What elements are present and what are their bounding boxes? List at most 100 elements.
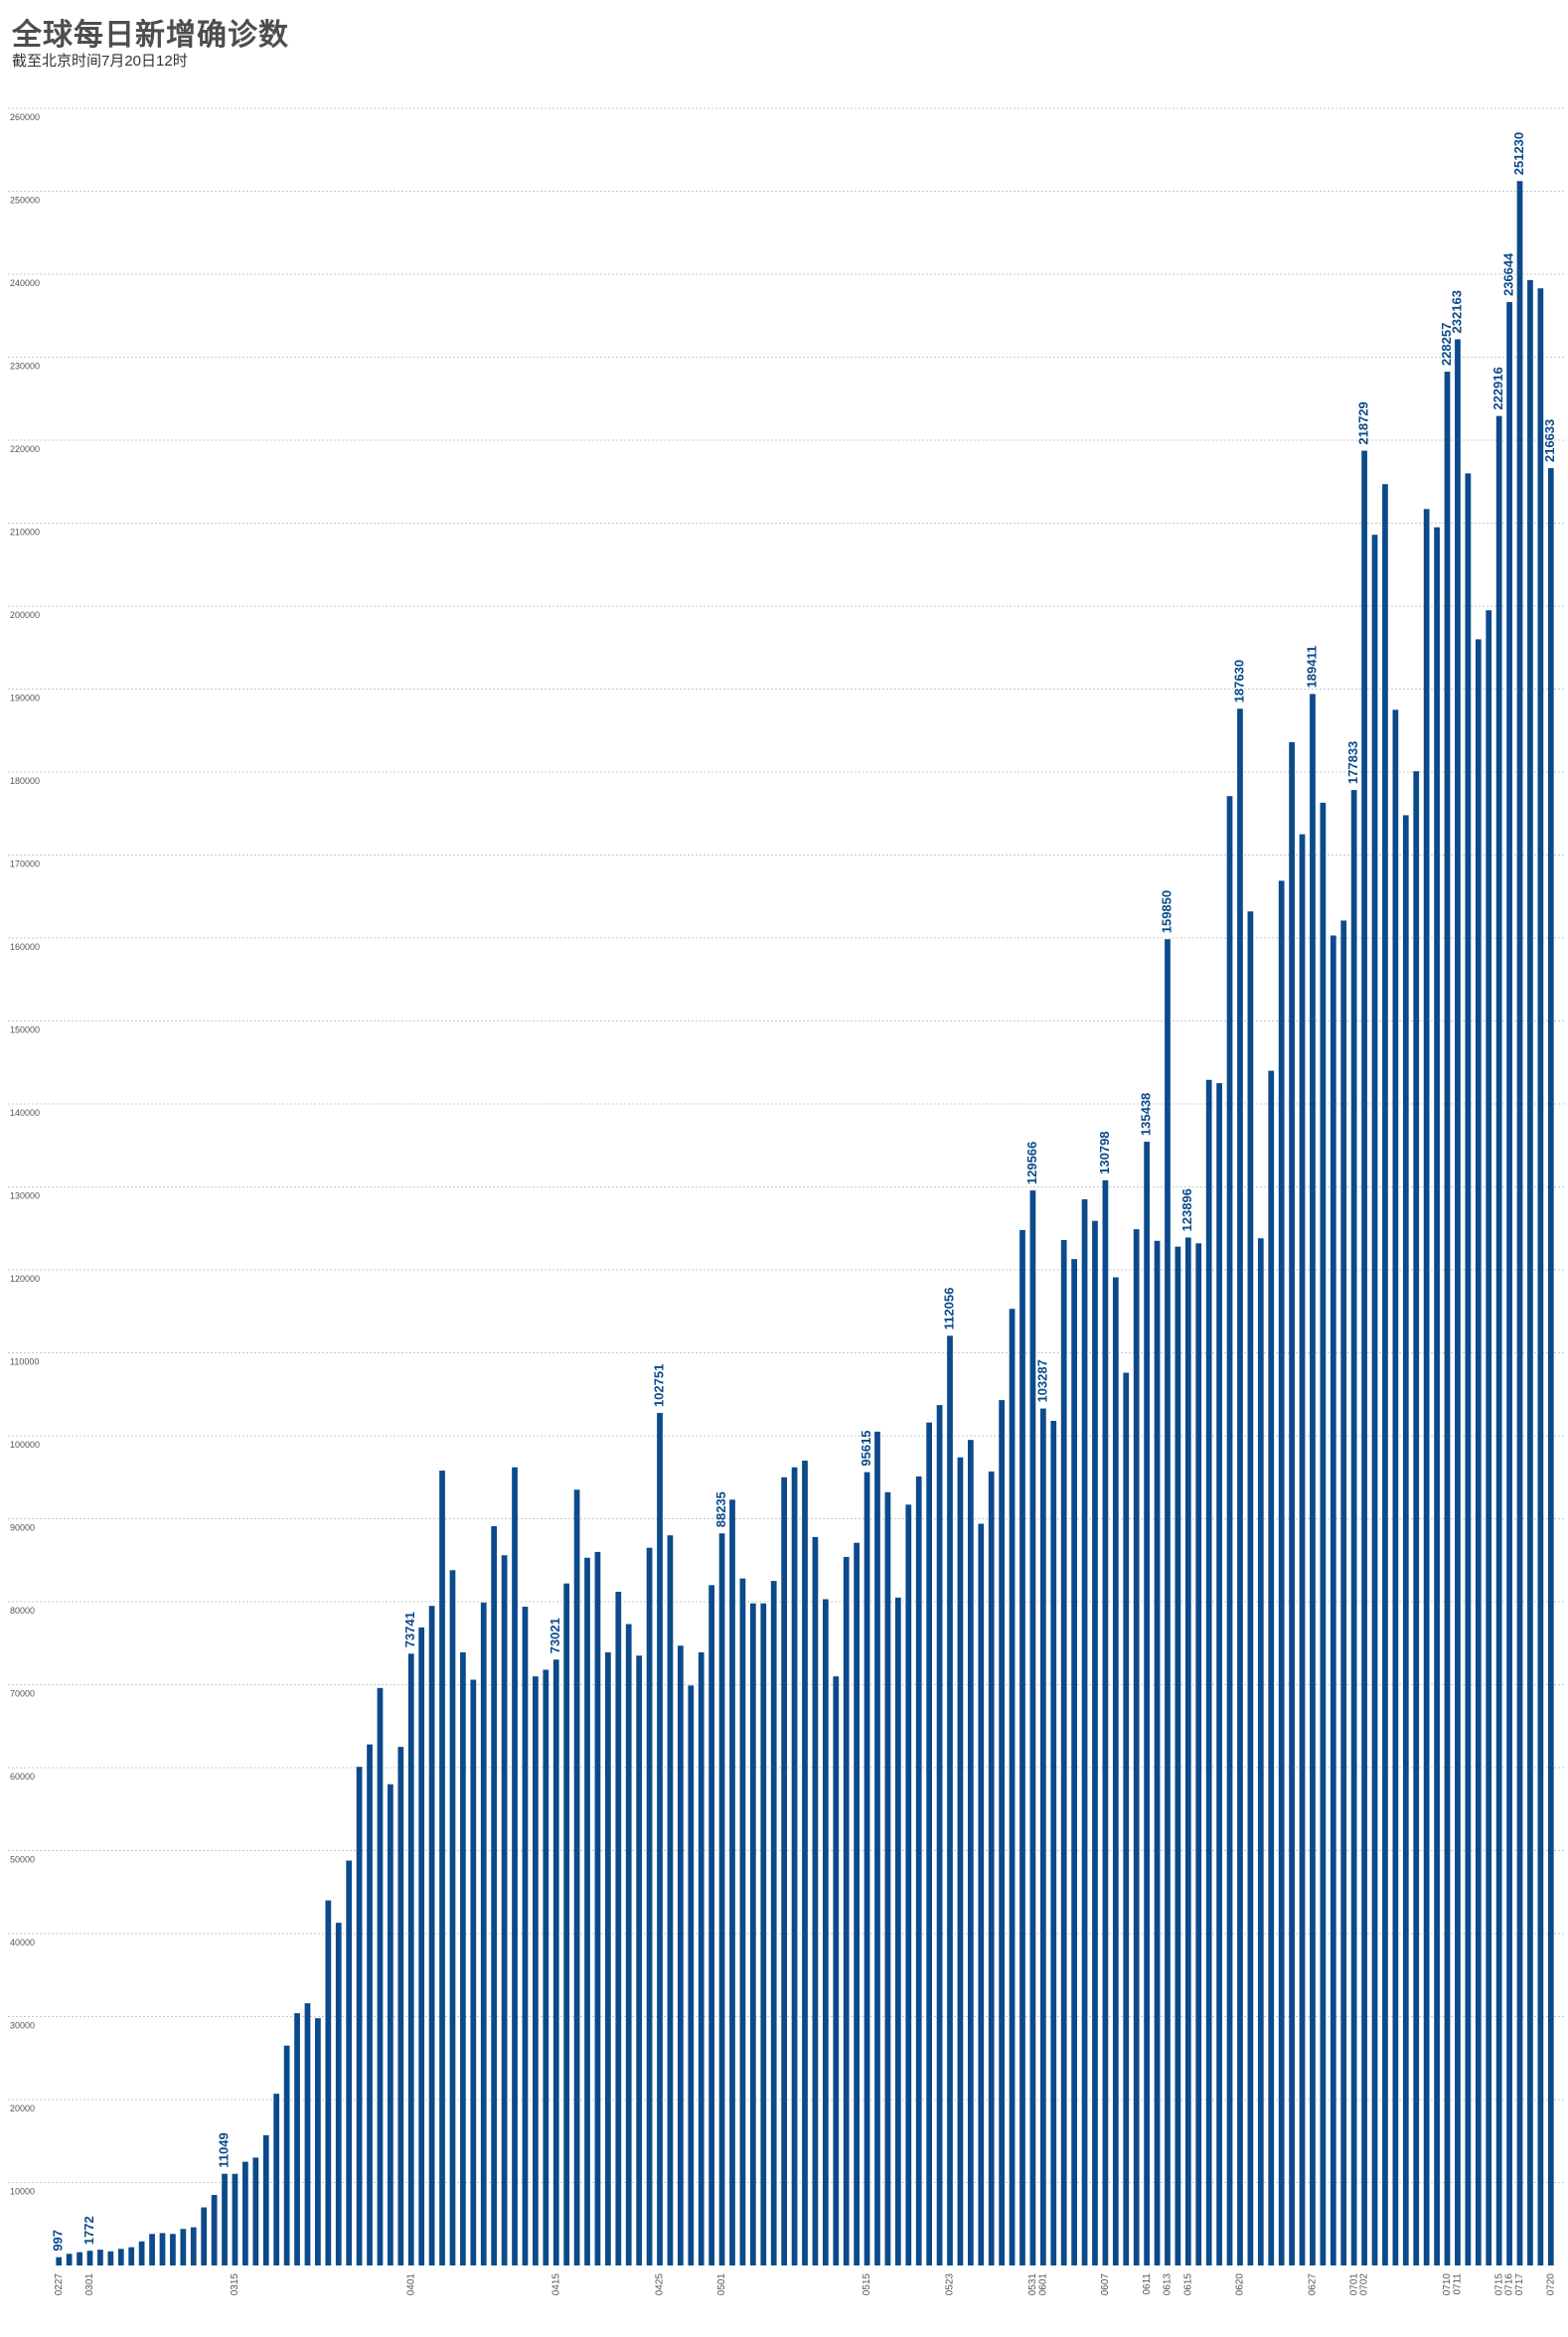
bar bbox=[863, 1472, 870, 2265]
x-tick-label: 0720 bbox=[1545, 2273, 1556, 2296]
bar bbox=[1092, 1220, 1098, 2265]
bar bbox=[1112, 1277, 1119, 2265]
bar bbox=[367, 1744, 373, 2265]
bar bbox=[708, 1585, 715, 2265]
x-tick-label: 0701 bbox=[1348, 2273, 1359, 2296]
bar bbox=[625, 1624, 632, 2265]
bar bbox=[1237, 708, 1243, 2265]
bar bbox=[232, 2173, 238, 2265]
x-tick-label: 0315 bbox=[230, 2273, 240, 2296]
x-tick-label: 0515 bbox=[862, 2273, 872, 2296]
bar bbox=[615, 1591, 622, 2265]
bar bbox=[1268, 1070, 1275, 2265]
x-tick-label: 0301 bbox=[84, 2273, 95, 2296]
data-label: 112056 bbox=[941, 1288, 956, 1330]
bar bbox=[1361, 450, 1367, 2266]
x-tick-label: 0715 bbox=[1493, 2273, 1504, 2296]
y-tick-label: 10000 bbox=[10, 2187, 35, 2197]
bar bbox=[894, 1597, 901, 2265]
bar bbox=[1216, 1083, 1222, 2265]
x-tick-label: 0501 bbox=[716, 2273, 727, 2296]
bar bbox=[439, 1471, 445, 2265]
y-axis-ticks: 10000 20000 30000 40000 50000 60000 70000 80000… bbox=[10, 112, 40, 2197]
data-label: 177833 bbox=[1345, 741, 1360, 784]
x-tick-label: 0401 bbox=[405, 2273, 416, 2296]
bar bbox=[522, 1607, 529, 2265]
y-tick-label: 130000 bbox=[10, 1191, 40, 1201]
bar bbox=[128, 2247, 135, 2265]
bar bbox=[242, 2161, 248, 2265]
x-tick-label: 0531 bbox=[1027, 2273, 1038, 2296]
bar bbox=[159, 2233, 166, 2265]
bar bbox=[781, 1477, 788, 2265]
bar bbox=[1102, 1179, 1109, 2265]
bar bbox=[1299, 834, 1306, 2265]
bar bbox=[460, 1651, 466, 2265]
bar bbox=[1330, 935, 1336, 2265]
bar bbox=[584, 1557, 590, 2265]
bar bbox=[1320, 802, 1327, 2265]
bar bbox=[833, 1676, 840, 2265]
bar bbox=[1402, 815, 1409, 2266]
bar bbox=[770, 1581, 777, 2265]
y-tick-label: 250000 bbox=[10, 196, 40, 206]
x-tick-label: 0601 bbox=[1037, 2273, 1048, 2296]
bar bbox=[854, 1542, 861, 2265]
bar bbox=[739, 1578, 746, 2265]
bar bbox=[999, 1400, 1005, 2265]
bar bbox=[947, 1335, 953, 2265]
bar bbox=[1486, 610, 1492, 2265]
bar bbox=[978, 1523, 985, 2265]
bar bbox=[1434, 527, 1440, 2265]
bar bbox=[874, 1431, 880, 2265]
bar bbox=[190, 2227, 197, 2265]
y-tick-label: 100000 bbox=[10, 1440, 40, 1450]
bar bbox=[657, 1413, 663, 2265]
y-tick-label: 90000 bbox=[10, 1523, 35, 1533]
data-label: 222916 bbox=[1490, 367, 1505, 409]
bar bbox=[926, 1422, 932, 2265]
data-label: 251230 bbox=[1511, 132, 1526, 175]
bar bbox=[605, 1651, 611, 2265]
bar bbox=[812, 1536, 819, 2265]
bar bbox=[1019, 1229, 1025, 2265]
bar bbox=[397, 1747, 404, 2265]
bar bbox=[294, 2013, 300, 2265]
data-label: 103287 bbox=[1034, 1359, 1049, 1402]
bar bbox=[1123, 1372, 1130, 2265]
x-tick-label: 0710 bbox=[1442, 2273, 1453, 2296]
x-tick-label: 0425 bbox=[655, 2273, 666, 2296]
data-label: 73021 bbox=[548, 1618, 562, 1653]
y-tick-label: 240000 bbox=[10, 278, 40, 288]
y-tick-label: 220000 bbox=[10, 444, 40, 454]
y-tick-label: 170000 bbox=[10, 859, 40, 869]
bar bbox=[1009, 1309, 1016, 2265]
y-tick-label: 210000 bbox=[10, 528, 40, 538]
bar bbox=[1184, 1237, 1191, 2265]
y-tick-label: 260000 bbox=[10, 112, 40, 122]
bar bbox=[1350, 790, 1357, 2265]
x-tick-label: 0716 bbox=[1504, 2273, 1515, 2296]
y-tick-label: 40000 bbox=[10, 1938, 35, 1948]
bar bbox=[1310, 694, 1316, 2265]
bar bbox=[512, 1467, 518, 2265]
bar bbox=[335, 1923, 342, 2265]
bar bbox=[667, 1535, 674, 2265]
chart-subtitle: 截至北京时间7月20日12时 bbox=[12, 53, 188, 70]
x-tick-label: 0717 bbox=[1514, 2273, 1525, 2296]
bar bbox=[211, 2195, 218, 2265]
data-label: 123896 bbox=[1179, 1188, 1194, 1231]
x-axis-ticks: 0227 0301 0315 0401 0415 0425 0501 0515 0523 0531… bbox=[54, 2273, 1557, 2296]
bar bbox=[377, 1687, 384, 2265]
bar bbox=[501, 1555, 508, 2265]
bar bbox=[843, 1556, 850, 2265]
bar bbox=[646, 1547, 653, 2265]
bar bbox=[449, 1570, 456, 2265]
bar bbox=[1455, 339, 1461, 2265]
bar bbox=[325, 1900, 332, 2265]
bar bbox=[315, 2018, 321, 2265]
bar bbox=[56, 2257, 63, 2265]
bar bbox=[749, 1603, 756, 2265]
bar bbox=[346, 1860, 353, 2265]
bar bbox=[1371, 535, 1378, 2266]
